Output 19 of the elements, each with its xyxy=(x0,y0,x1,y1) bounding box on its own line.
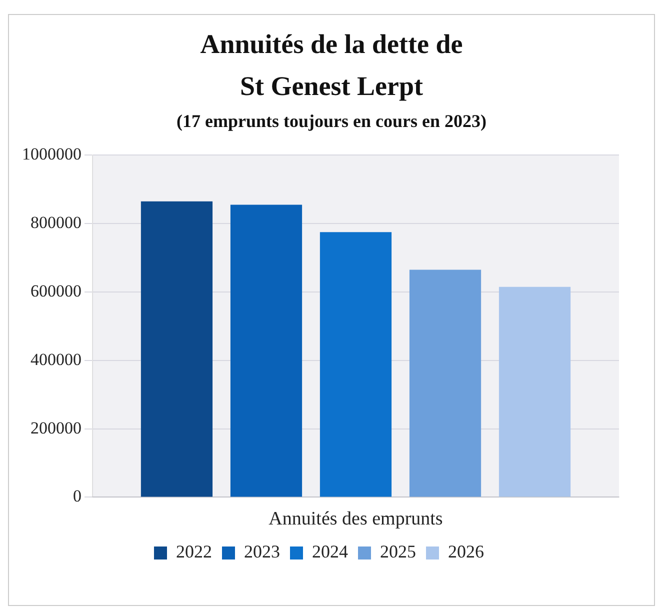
bar xyxy=(320,232,392,497)
legend-label: 2026 xyxy=(448,542,484,562)
y-tick-label: 600000 xyxy=(30,281,82,300)
legend-label: 2025 xyxy=(380,542,416,562)
bar xyxy=(409,270,482,497)
legend-label: 2022 xyxy=(176,542,212,562)
x-tick-label: Annuités des emprunts xyxy=(268,508,443,530)
chart-title: Annuités de la dette de St Genest Lerpt xyxy=(199,28,464,103)
bar xyxy=(230,204,302,497)
y-tick-label: 800000 xyxy=(30,213,82,232)
bar xyxy=(498,286,571,497)
y-tick-label: 400000 xyxy=(30,350,82,369)
y-tick-label: 1000000 xyxy=(22,144,82,164)
chart-subtitle: (17 emprunts toujours en cours en 2023) xyxy=(176,111,488,132)
y-tick-label: 200000 xyxy=(30,418,82,438)
legend-label: 2024 xyxy=(312,542,348,562)
bar xyxy=(140,201,213,497)
y-tick-label: 0 xyxy=(73,486,82,506)
legend-label: 2023 xyxy=(244,542,280,562)
